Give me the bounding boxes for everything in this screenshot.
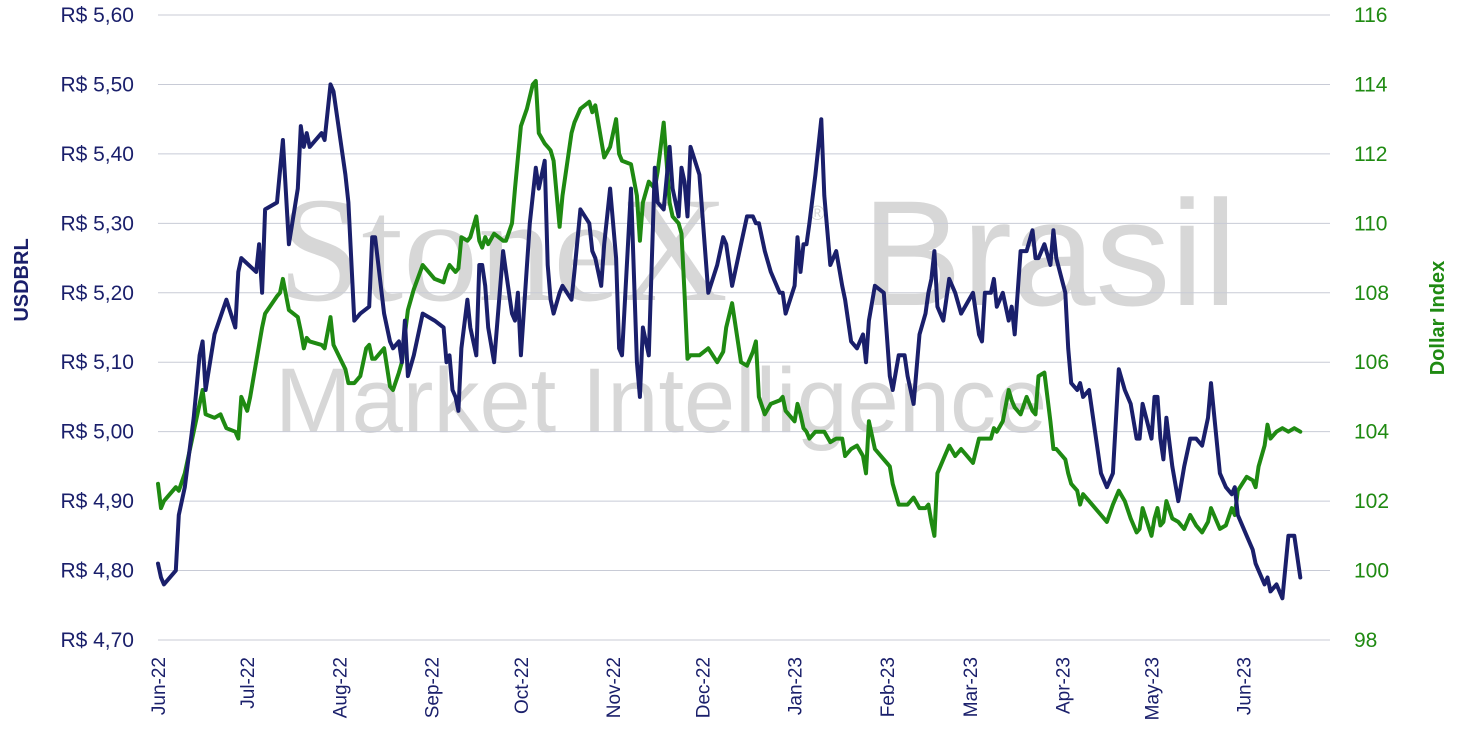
left-tick-label: R$ 4,90 [60,490,134,513]
right-tick-label: 112 [1354,143,1387,166]
left-tick-label: R$ 5,40 [60,143,134,166]
right-tick-label: 102 [1354,490,1389,513]
right-tick-label: 106 [1354,351,1389,374]
left-tick-label: R$ 5,60 [60,4,134,27]
left-tick-label: R$ 5,10 [60,351,134,374]
x-axis-ticks: Jun-22 Jul-22 Aug-22 Sep-22 Oct-22 Nov-22 Dec-… [149,657,1256,720]
x-tick-label: Feb-23 [878,657,899,717]
series-lines [156,79,1303,601]
right-tick-label: 108 [1354,282,1389,305]
x-tick-label: May-23 [1143,657,1164,720]
right-tick-label: 114 [1354,73,1388,96]
watermark-registered-mark: ® [810,203,825,225]
right-tick-label: 98 [1354,629,1377,652]
x-tick-label: Apr-23 [1053,657,1074,714]
x-tick-label: Jan-23 [786,657,807,715]
x-tick-label: Jul-22 [238,657,259,709]
x-tick-label: Dec-22 [693,657,714,718]
left-tick-label: R$ 4,80 [60,560,134,583]
x-tick-label: Jun-22 [149,657,170,715]
left-axis-ticks: R$ 5,60 R$ 5,50 R$ 5,40 R$ 5,30 R$ 5,20 R$ 5,… [60,4,134,652]
left-tick-label: R$ 5,30 [60,212,134,235]
right-tick-label: 100 [1354,560,1389,583]
x-tick-label: Nov-22 [604,657,625,718]
left-tick-label: R$ 5,50 [60,73,134,96]
left-tick-label: R$ 5,00 [60,421,134,444]
left-tick-label: R$ 5,20 [60,282,134,305]
usdbrl-line [156,82,1303,601]
x-tick-label: Mar-23 [961,657,982,717]
right-axis-ticks: 116 114 112 110 108 106 104 102 100 98 [1354,4,1389,652]
left-axis-title: USDBRL [11,238,33,321]
x-tick-label: Aug-22 [330,657,351,718]
dollar-index-line [156,79,1303,538]
x-tick-label: Oct-22 [512,657,533,714]
x-tick-label: Sep-22 [423,657,444,718]
right-tick-label: 110 [1354,212,1387,235]
right-tick-label: 116 [1354,4,1387,27]
x-tick-label: Jun-23 [1235,657,1256,715]
watermark-subtitle: Market Intelligence [275,350,1047,452]
right-tick-label: 104 [1354,421,1389,444]
right-axis-title: Dollar Index [1427,261,1449,375]
left-tick-label: R$ 4,70 [60,629,134,652]
